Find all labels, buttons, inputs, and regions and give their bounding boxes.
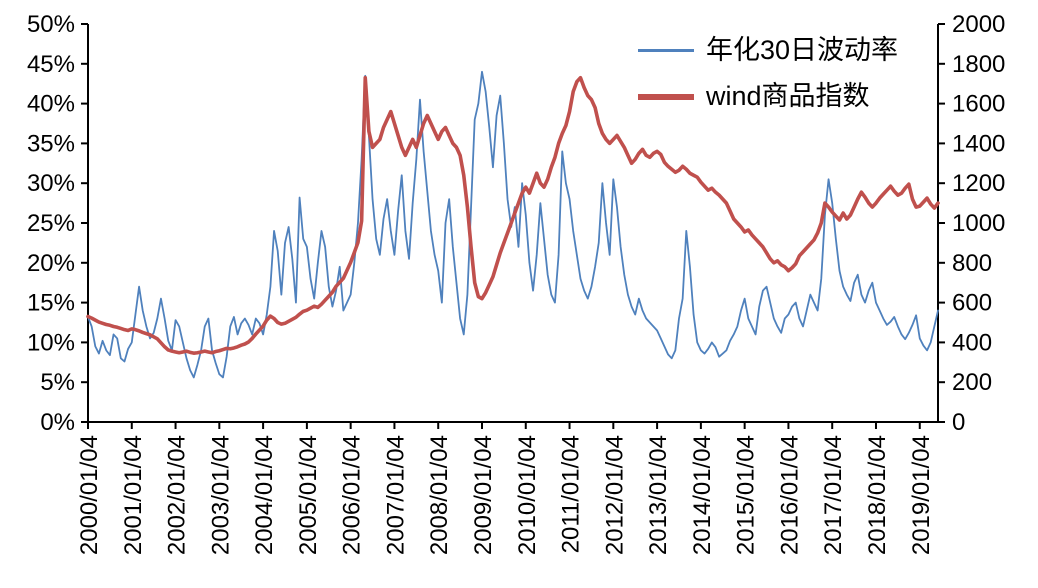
right-axis-tick-label: 0 [952,409,965,436]
x-axis-tick-label: 2004/01/04 [251,435,278,555]
right-axis-tick-label: 600 [952,290,992,317]
legend-label-volatility: 年化30日波动率 [706,35,899,65]
left-axis-tick-label: 0% [40,409,75,436]
left-axis-tick-label: 35% [27,130,75,157]
right-axis-tick-label: 1600 [952,91,1005,118]
volatility-line [87,70,939,379]
x-axis-tick-label: 2009/01/04 [470,435,497,555]
left-axis-tick-label: 30% [27,170,75,197]
x-axis-tick-label: 2005/01/04 [295,435,322,555]
x-axis-tick-label: 2017/01/04 [820,435,847,555]
chart-legend: 年化30日波动率 wind商品指数 [638,35,899,112]
legend-label-wind-index: wind商品指数 [706,80,870,111]
left-axis-tick-label: 10% [27,329,75,356]
volatility-line-swatch [638,49,694,53]
x-axis-tick-label: 2010/01/04 [514,435,541,555]
right-axis-tick-label: 1800 [952,51,1005,78]
x-axis-tick-label: 2007/01/04 [382,435,409,555]
x-axis-tick-label: 2008/01/04 [426,435,453,555]
wind-index-line-swatch [638,93,694,100]
x-axis-tick-label: 2016/01/04 [776,435,803,555]
right-axis-tick-label: 200 [952,369,992,396]
right-axis-tick-label: 800 [952,250,992,277]
x-axis-tick-label: 2002/01/04 [164,435,191,555]
left-axis-tick-label: 20% [27,250,75,277]
x-axis-tick-label: 2000/01/04 [76,435,103,555]
x-axis-tick-label: 2014/01/04 [689,435,716,555]
right-axis-tick-label: 1400 [952,130,1005,157]
x-axis-tick-label: 2011/01/04 [558,435,585,553]
x-axis-tick-label: 2012/01/04 [601,435,628,555]
x-axis-tick-label: 2001/01/04 [120,435,147,555]
wind-index-line [86,75,940,355]
x-axis-tick-label: 2019/01/04 [908,435,935,555]
x-axis-tick-label: 2018/01/04 [864,435,891,555]
legend-item-wind-index: wind商品指数 [638,80,898,112]
left-axis-tick-label: 45% [27,51,75,78]
left-axis-tick-label: 50% [27,11,75,38]
legend-item-volatility: 年化30日波动率 [638,35,899,66]
right-axis-tick-label: 400 [952,329,992,356]
x-axis-tick-label: 2015/01/04 [733,435,760,555]
right-axis-tick-label: 1200 [952,170,1005,197]
right-axis-tick-label: 2000 [952,11,1005,38]
left-axis-tick-label: 25% [27,210,75,237]
x-axis-tick-label: 2013/01/04 [645,435,672,555]
x-axis-tick-label: 2006/01/04 [339,435,366,555]
left-axis-tick-label: 15% [27,290,75,317]
x-axis-tick-label: 2003/01/04 [207,435,234,555]
right-axis-tick-label: 1000 [952,210,1005,237]
left-axis-tick-label: 5% [40,369,75,396]
left-axis-tick-label: 40% [27,91,75,118]
